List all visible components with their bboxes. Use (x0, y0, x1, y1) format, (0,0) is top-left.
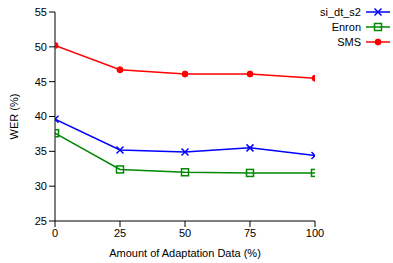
html-text:si_dt_s2: si_dt_s2 (320, 5, 361, 18)
svg-text:50: 50 (35, 41, 47, 53)
svg-text:40: 40 (35, 110, 47, 122)
svg-text:25: 25 (114, 227, 126, 239)
html-text:SMS: SMS (337, 35, 361, 48)
svg-text:30: 30 (35, 180, 47, 192)
svg-text:0: 0 (52, 227, 58, 239)
svg-text:50: 50 (179, 227, 191, 239)
svg-text:45: 45 (35, 76, 47, 88)
svg-text:35: 35 (35, 145, 47, 157)
svg-text:25: 25 (35, 215, 47, 227)
html-text:Enron: Enron (331, 20, 361, 33)
svg-text:75: 75 (244, 227, 256, 239)
svg-text:Amount of Adaptation Data (%): Amount of Adaptation Data (%) (109, 247, 261, 259)
svg-text:100: 100 (306, 227, 324, 239)
svg-text:55: 55 (35, 6, 47, 18)
svg-text:WER (%): WER (%) (8, 94, 20, 140)
